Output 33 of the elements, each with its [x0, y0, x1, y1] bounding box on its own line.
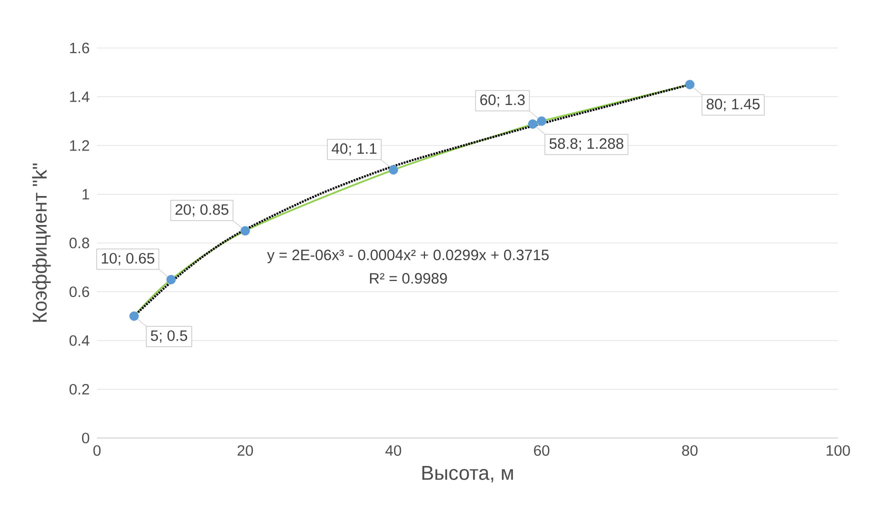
- point: [240, 226, 250, 236]
- data-label: 40; 1.1: [332, 143, 376, 156]
- data-label: 60; 1.3: [480, 94, 525, 107]
- data-label: 80; 1.45: [706, 98, 760, 112]
- point: [388, 165, 398, 175]
- point: [129, 311, 139, 321]
- point: [536, 116, 546, 126]
- y-tick-label: 1: [82, 189, 90, 200]
- x-tick-label: 20: [238, 445, 253, 456]
- point: [685, 80, 695, 90]
- annotation: y = 2E-06x³ - 0.0004x² + 0.0299x + 0.3715: [267, 250, 549, 264]
- y-axis-title: Коэффициент "k": [32, 163, 51, 322]
- y-tick-label: 0.8: [70, 238, 90, 248]
- data-label: 58.8; 1.288: [550, 138, 624, 151]
- y-tick-label: 0.4: [70, 335, 90, 346]
- annotation: R² = 0.9989: [370, 273, 447, 284]
- x-tick-label: 100: [826, 445, 850, 456]
- x-axis-title: Высота, м: [422, 466, 513, 482]
- x-tick-label: 0: [93, 445, 101, 456]
- data-label: 20; 0.85: [176, 204, 228, 217]
- point: [166, 274, 176, 284]
- y-tick-label: 0.6: [70, 286, 90, 298]
- y-tick-label: 0.2: [70, 384, 90, 395]
- x-tick-label: 60: [534, 445, 550, 456]
- x-tick-label: 80: [682, 445, 698, 456]
- y-tick-label: 0: [82, 432, 90, 444]
- x-tick-label: 40: [385, 445, 402, 456]
- data-label: 10; 0.65: [102, 252, 154, 266]
- y-tick-label: 1.2: [70, 140, 90, 151]
- point: [528, 119, 538, 129]
- data-label: 5; 0.5: [150, 330, 188, 343]
- y-tick-label: 1.6: [70, 42, 90, 54]
- y-tick-label: 1.4: [70, 92, 90, 102]
